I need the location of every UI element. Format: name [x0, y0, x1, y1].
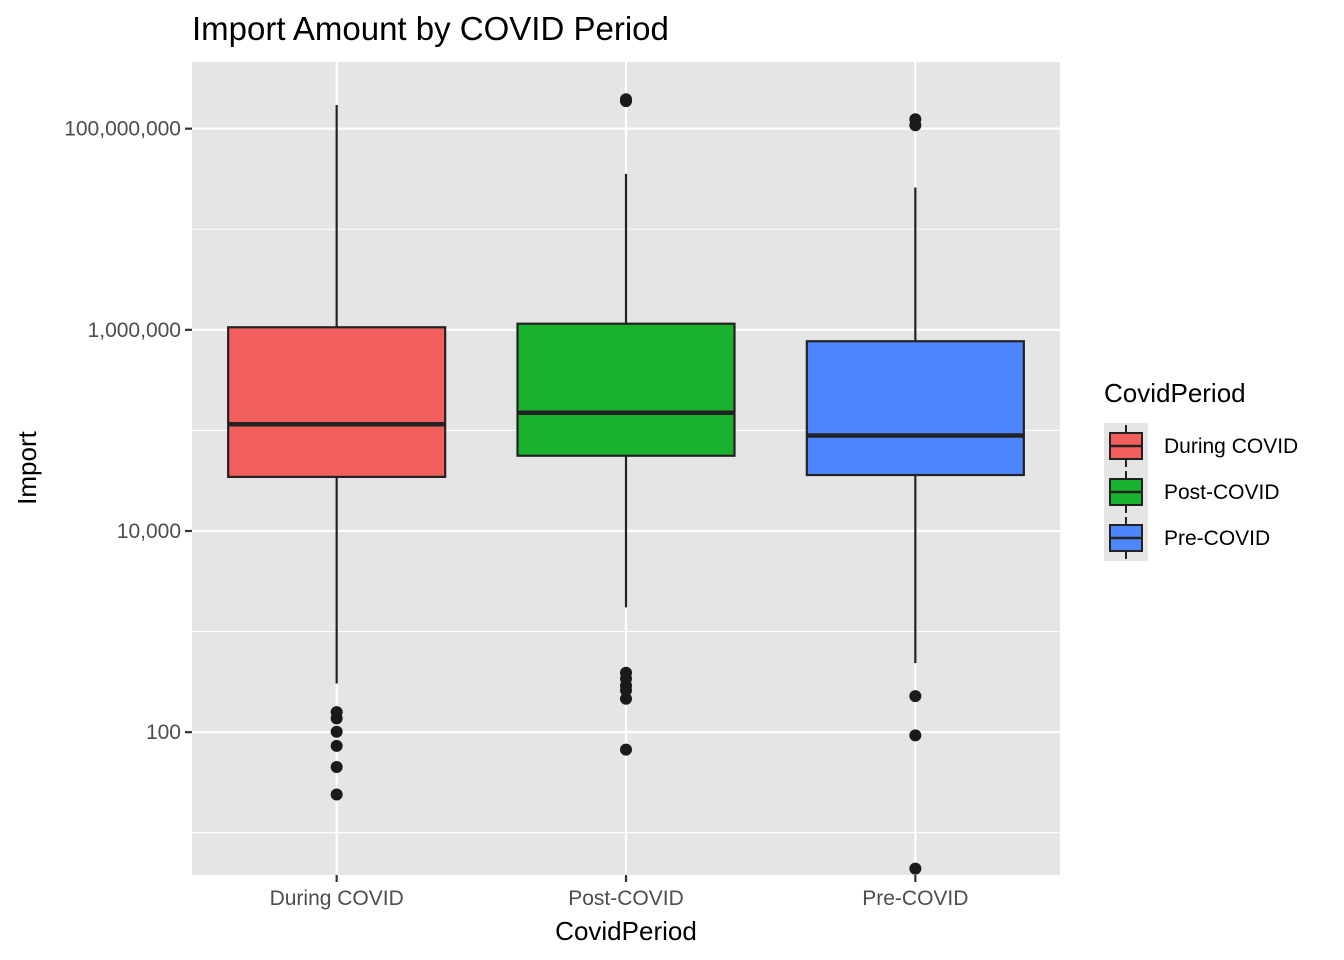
y-tick-label: 1,000,000	[88, 319, 181, 342]
outlier-point	[330, 725, 343, 738]
outlier-point	[620, 743, 632, 756]
x-axis: During COVID Post-COVID Pre-COVID	[270, 875, 968, 910]
y-tick-label: 10,000	[117, 520, 181, 543]
x-tick-label: Post-COVID	[568, 887, 684, 910]
outlier-point	[330, 788, 343, 801]
x-tick-label: During COVID	[270, 887, 404, 910]
x-tick-label: Pre-COVID	[862, 887, 968, 910]
outlier-point	[330, 739, 343, 752]
legend-label: During COVID	[1164, 435, 1298, 458]
iqr-box	[227, 326, 447, 478]
outlier-point	[909, 862, 922, 875]
y-tick-label: 100,000,000	[64, 118, 181, 141]
outlier-point	[620, 684, 632, 697]
outlier-point	[620, 95, 632, 108]
x-axis-title: CovidPeriod	[555, 916, 697, 946]
boxes-layer	[227, 93, 1025, 875]
y-tick-label: 100	[146, 721, 181, 744]
outlier-point	[330, 712, 343, 725]
legend-item-post-covid: Post-COVID	[1104, 469, 1280, 515]
outlier-point	[909, 119, 922, 132]
iqr-box	[516, 322, 736, 457]
legend: CovidPeriod During COVID Post-COVID Pre-CO…	[1104, 378, 1298, 561]
y-axis-title: Import	[12, 430, 42, 504]
legend-title: CovidPeriod	[1104, 378, 1246, 408]
iqr-box	[805, 340, 1025, 477]
y-axis: 100 10,000 1,000,000 100,000,000	[64, 118, 192, 744]
outlier-point	[620, 692, 632, 705]
outlier-point	[909, 690, 922, 703]
outlier-point	[330, 761, 343, 774]
box-during-covid	[227, 104, 447, 801]
outlier-point	[909, 729, 922, 742]
legend-item-pre-covid: Pre-COVID	[1104, 515, 1270, 561]
legend-label: Pre-COVID	[1164, 527, 1270, 550]
chart-title: Import Amount by COVID Period	[192, 10, 669, 47]
legend-label: Post-COVID	[1164, 481, 1280, 504]
box-post-covid	[516, 93, 736, 756]
box-pre-covid	[805, 113, 1025, 875]
legend-item-during-covid: During COVID	[1104, 423, 1298, 469]
